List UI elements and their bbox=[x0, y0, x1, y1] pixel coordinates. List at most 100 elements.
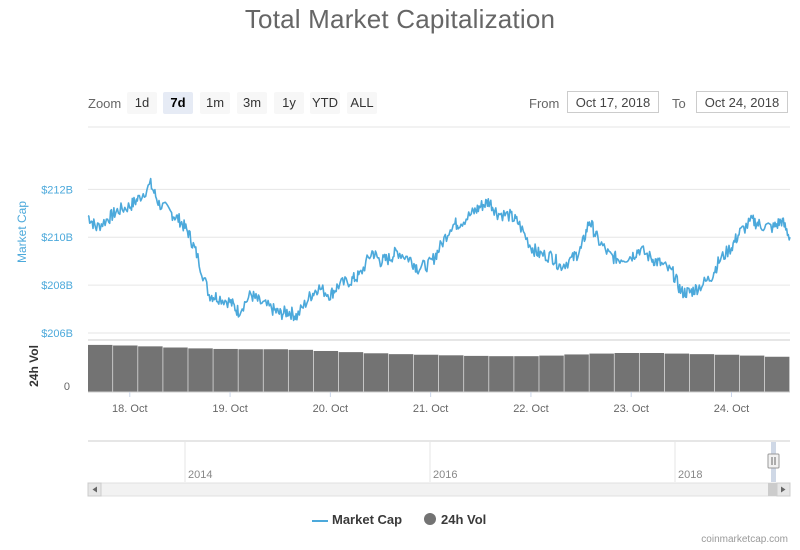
market-cap-point bbox=[187, 231, 189, 233]
legend-line-icon bbox=[312, 519, 328, 522]
market-cap-point bbox=[271, 308, 273, 310]
volume-bar bbox=[764, 356, 790, 392]
to-date-input[interactable]: Oct 24, 2018 bbox=[696, 91, 788, 113]
zoom-all-button[interactable]: ALL bbox=[347, 92, 377, 114]
market-cap-point bbox=[216, 296, 218, 298]
x-tick-label: 22. Oct bbox=[513, 403, 548, 415]
navigator-year-label: 2014 bbox=[188, 469, 212, 481]
volume-bar bbox=[263, 349, 288, 392]
from-label: From bbox=[529, 96, 560, 111]
market-cap-point bbox=[609, 255, 611, 257]
legend-market-cap-label: Market Cap bbox=[332, 512, 403, 527]
x-tick-label: 24. Oct bbox=[714, 403, 749, 415]
market-cap-point bbox=[471, 212, 473, 214]
market-cap-point bbox=[258, 301, 260, 303]
x-tick-label: 23. Oct bbox=[613, 403, 648, 415]
x-tick-label: 20. Oct bbox=[313, 403, 348, 415]
legend-24h-vol-label: 24h Vol bbox=[441, 512, 487, 527]
market-cap-point bbox=[296, 315, 298, 317]
market-cap-point bbox=[237, 310, 239, 312]
volume-bar bbox=[664, 353, 690, 392]
market-cap-point bbox=[438, 248, 440, 250]
navigator-handle[interactable] bbox=[767, 453, 780, 469]
market-cap-point bbox=[279, 313, 281, 315]
market-cap-point bbox=[396, 250, 398, 252]
x-tick-label: 18. Oct bbox=[112, 403, 147, 415]
y-tick-label: $210B bbox=[41, 232, 73, 244]
zoom-3m-button[interactable]: 3m bbox=[237, 92, 267, 114]
chart-title: Total Market Capitalization bbox=[244, 4, 556, 34]
market-cap-point bbox=[149, 183, 151, 185]
legend-market-cap[interactable]: Market Cap bbox=[312, 512, 402, 527]
market-cap-point bbox=[317, 286, 319, 288]
market-cap-point bbox=[116, 210, 118, 212]
volume-tick-label: 0 bbox=[64, 381, 70, 393]
market-cap-point bbox=[538, 253, 540, 255]
from-date-input[interactable]: Oct 17, 2018 bbox=[567, 91, 659, 113]
volume-bar bbox=[88, 344, 113, 392]
navigator-year-label: 2018 bbox=[678, 469, 702, 481]
volume-bar bbox=[464, 355, 489, 392]
volume-bar bbox=[714, 354, 740, 392]
y-tick-label: $208B bbox=[41, 280, 73, 292]
volume-bar bbox=[138, 346, 163, 392]
volume-bar bbox=[614, 353, 639, 392]
market-cap-point bbox=[689, 291, 691, 293]
market-cap-point bbox=[329, 293, 331, 295]
market-cap-line[interactable] bbox=[87, 177, 791, 322]
volume-bar bbox=[113, 345, 138, 392]
y-axis-title: Market Cap bbox=[15, 201, 29, 263]
x-tick-label: 19. Oct bbox=[212, 403, 247, 415]
market-cap-point bbox=[429, 262, 431, 264]
y-tick-label: $206B bbox=[41, 328, 73, 340]
market-cap-point bbox=[488, 200, 490, 202]
volume-bar bbox=[338, 352, 364, 392]
market-cap-point bbox=[350, 279, 352, 281]
market-cap-point bbox=[789, 236, 791, 238]
market-cap-point bbox=[697, 286, 699, 288]
market-cap-point bbox=[338, 284, 340, 286]
volume-bar bbox=[388, 354, 414, 392]
market-cap-point bbox=[108, 217, 110, 219]
market-cap-point bbox=[617, 258, 619, 260]
zoom-1m-button[interactable]: 1m bbox=[200, 92, 230, 114]
volume-bar bbox=[689, 354, 715, 392]
market-cap-point bbox=[129, 205, 131, 207]
market-cap-point bbox=[709, 277, 711, 279]
volume-bar bbox=[188, 348, 213, 392]
chevron-right-icon bbox=[781, 486, 786, 493]
market-cap-point bbox=[250, 293, 252, 295]
market-cap-point bbox=[530, 246, 532, 248]
market-cap-point bbox=[509, 214, 511, 216]
market-cap-point bbox=[780, 219, 782, 221]
to-label: To bbox=[672, 96, 686, 111]
market-cap-point bbox=[417, 267, 419, 269]
zoom-1d-button[interactable]: 1d bbox=[127, 92, 157, 114]
credit-text: coinmarketcap.com bbox=[701, 534, 788, 545]
scrollbar-thumb[interactable] bbox=[768, 483, 777, 496]
market-cap-point bbox=[87, 214, 89, 216]
market-cap-point bbox=[379, 260, 381, 262]
market-cap-point bbox=[760, 224, 762, 226]
zoom-7d-button[interactable]: 7d bbox=[163, 92, 193, 114]
volume-bar bbox=[514, 356, 539, 392]
market-cap-point bbox=[739, 231, 741, 233]
scrollbar-track[interactable] bbox=[87, 482, 791, 497]
market-cap-point bbox=[409, 258, 411, 260]
volume-bar bbox=[363, 353, 389, 392]
volume-bar bbox=[439, 355, 464, 392]
market-cap-point bbox=[638, 248, 640, 250]
zoom-1y-button[interactable]: 1y bbox=[274, 92, 304, 114]
volume-bar bbox=[739, 355, 765, 392]
market-cap-point bbox=[158, 203, 160, 205]
volume-axis-title: 24h Vol bbox=[27, 345, 41, 387]
zoom-label: Zoom bbox=[88, 96, 122, 111]
navigator-year-label: 2016 bbox=[433, 469, 457, 481]
market-cap-point bbox=[680, 291, 682, 293]
market-cap-point bbox=[308, 296, 310, 298]
legend-24h-vol[interactable]: 24h Vol bbox=[424, 512, 486, 527]
market-cap-point bbox=[551, 255, 553, 257]
volume-bar bbox=[288, 349, 314, 392]
zoom-ytd-button[interactable]: YTD bbox=[310, 92, 340, 114]
